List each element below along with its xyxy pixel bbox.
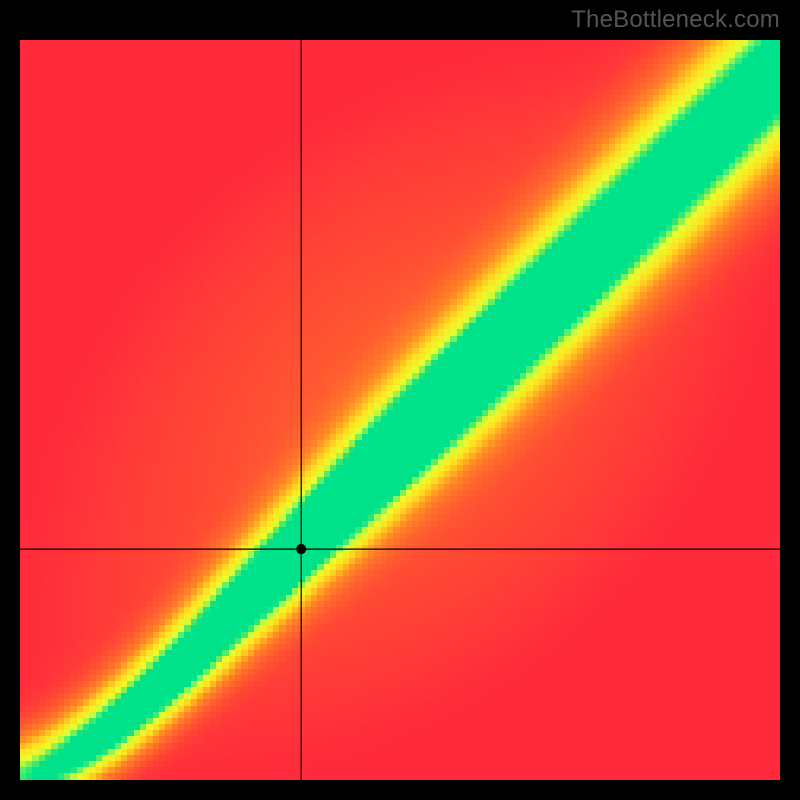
watermark-text: TheBottleneck.com (571, 6, 780, 34)
bottleneck-heatmap (20, 40, 780, 780)
root: TheBottleneck.com (0, 0, 800, 800)
heatmap-canvas (20, 40, 780, 780)
